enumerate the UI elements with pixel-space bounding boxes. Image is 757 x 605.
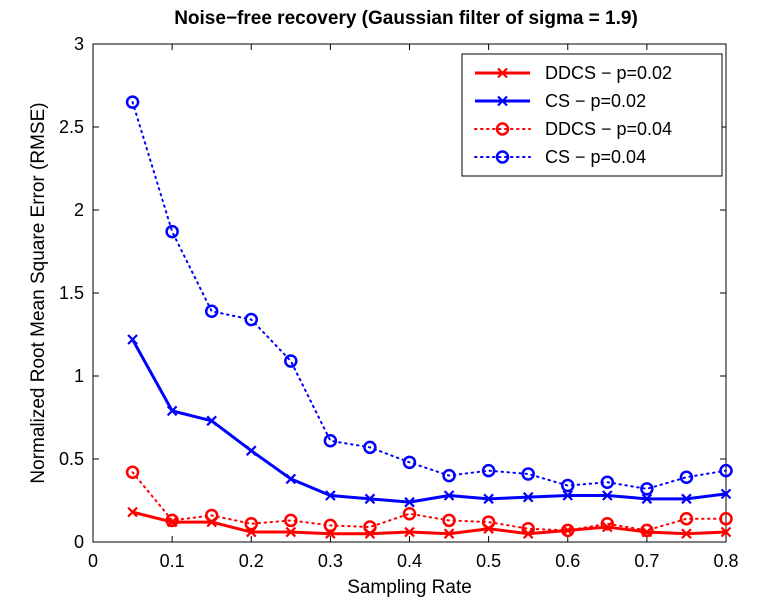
data-point: [600, 516, 615, 531]
x-tick-label: 0.6: [555, 551, 580, 571]
data-point: [285, 526, 297, 538]
data-point: [561, 478, 575, 493]
data-point: [206, 415, 217, 427]
y-tick-label: 0: [74, 532, 84, 552]
series-2: [125, 465, 733, 538]
data-point: [442, 513, 456, 528]
series-line: [131, 338, 727, 504]
data-point: [443, 528, 455, 539]
data-point: [522, 528, 534, 539]
data-point: [681, 528, 692, 539]
data-point: [720, 488, 732, 500]
data-point: [641, 526, 653, 538]
series-3: [125, 95, 733, 496]
data-point: [284, 513, 298, 528]
data-point: [204, 304, 219, 319]
data-point: [166, 405, 178, 417]
y-tick-label: 2.5: [59, 117, 84, 137]
data-point: [481, 463, 496, 478]
data-point: [679, 512, 694, 526]
data-point: [402, 507, 417, 521]
data-point: [364, 493, 376, 505]
chart-title: Noise−free recovery (Gaussian filter of …: [174, 8, 638, 29]
legend-items: DDCS − p=0.02 CS − p=0.02 DDCS − p=0.04 CS …: [474, 63, 672, 167]
legend-label: CS − p=0.04: [545, 147, 646, 167]
x-axis-label: Sampling Rate: [347, 577, 472, 598]
data-point: [125, 465, 140, 480]
data-point: [720, 526, 732, 538]
data-point: [483, 523, 494, 534]
data-point: [284, 354, 298, 368]
legend-marker: [497, 67, 508, 79]
y-axis-label: Normalized Root Mean Square Error (RMSE): [28, 102, 49, 483]
data-point: [600, 475, 615, 489]
x-tick-label: 0.4: [397, 551, 422, 571]
data-point: [719, 512, 733, 526]
data-point: [127, 334, 138, 345]
data-point: [127, 506, 138, 518]
y-tick-label: 1: [74, 366, 84, 386]
x-tick-label: 0.7: [634, 551, 659, 571]
x-tick-label: 0.3: [318, 551, 343, 571]
data-point: [522, 491, 534, 503]
x-tick-label: 0.5: [476, 551, 501, 571]
x-tick-label: 0: [88, 551, 98, 571]
data-point: [323, 433, 338, 448]
data-point: [206, 516, 217, 528]
data-point: [245, 445, 257, 456]
x-tick-label: 0.1: [160, 551, 185, 571]
legend-marker: [495, 150, 510, 164]
axis-ticks: 0 0.1 0.2 0.3 0.4 0.5 0.6 0.7 0.8 0 0.5 1 1.5 2 2.5 3: [59, 34, 739, 571]
data-point: [245, 526, 257, 538]
x-tick-label: 0.2: [239, 551, 264, 571]
data-point: [244, 516, 258, 531]
y-tick-label: 2: [74, 200, 84, 220]
data-point: [165, 224, 179, 239]
y-tick-label: 1.5: [59, 283, 84, 303]
data-point: [442, 468, 456, 483]
legend-label: DDCS − p=0.02: [545, 63, 672, 83]
legend-label: CS − p=0.02: [545, 91, 646, 111]
y-tick-label: 0.5: [59, 449, 84, 469]
data-point: [719, 463, 733, 478]
data-point: [323, 518, 338, 533]
data-point: [325, 490, 336, 501]
data-point: [402, 455, 417, 470]
series-1: [127, 334, 732, 508]
x-tick-label: 0.8: [713, 551, 738, 571]
data-point: [325, 528, 336, 539]
legend-marker: [495, 122, 510, 136]
data-point: [641, 493, 653, 505]
data-point: [562, 525, 574, 536]
series-line: [131, 101, 727, 490]
data-point: [125, 95, 140, 109]
data-point: [679, 470, 694, 485]
data-point: [602, 490, 613, 501]
data-point: [363, 440, 377, 455]
data-point: [285, 473, 297, 485]
legend-label: DDCS − p=0.04: [545, 119, 672, 139]
legend-marker: [497, 95, 508, 107]
series-line: [132, 510, 727, 536]
y-tick-label: 3: [74, 34, 84, 54]
data-point: [364, 528, 376, 539]
legend: DDCS − p=0.02 CS − p=0.02 DDCS − p=0.04 CS …: [461, 53, 723, 177]
data-point: [166, 516, 178, 528]
data-point: [404, 526, 415, 538]
data-point: [244, 312, 258, 327]
data-point: [521, 467, 535, 481]
data-point: [562, 490, 574, 501]
data-point: [602, 521, 613, 533]
data-point: [681, 493, 692, 505]
series-0: [127, 506, 732, 539]
series-line: [131, 471, 727, 532]
data-point: [640, 482, 654, 496]
series-layer: [125, 95, 733, 539]
data-point: [443, 490, 455, 501]
data-point: [404, 496, 415, 508]
data-point: [483, 493, 494, 505]
